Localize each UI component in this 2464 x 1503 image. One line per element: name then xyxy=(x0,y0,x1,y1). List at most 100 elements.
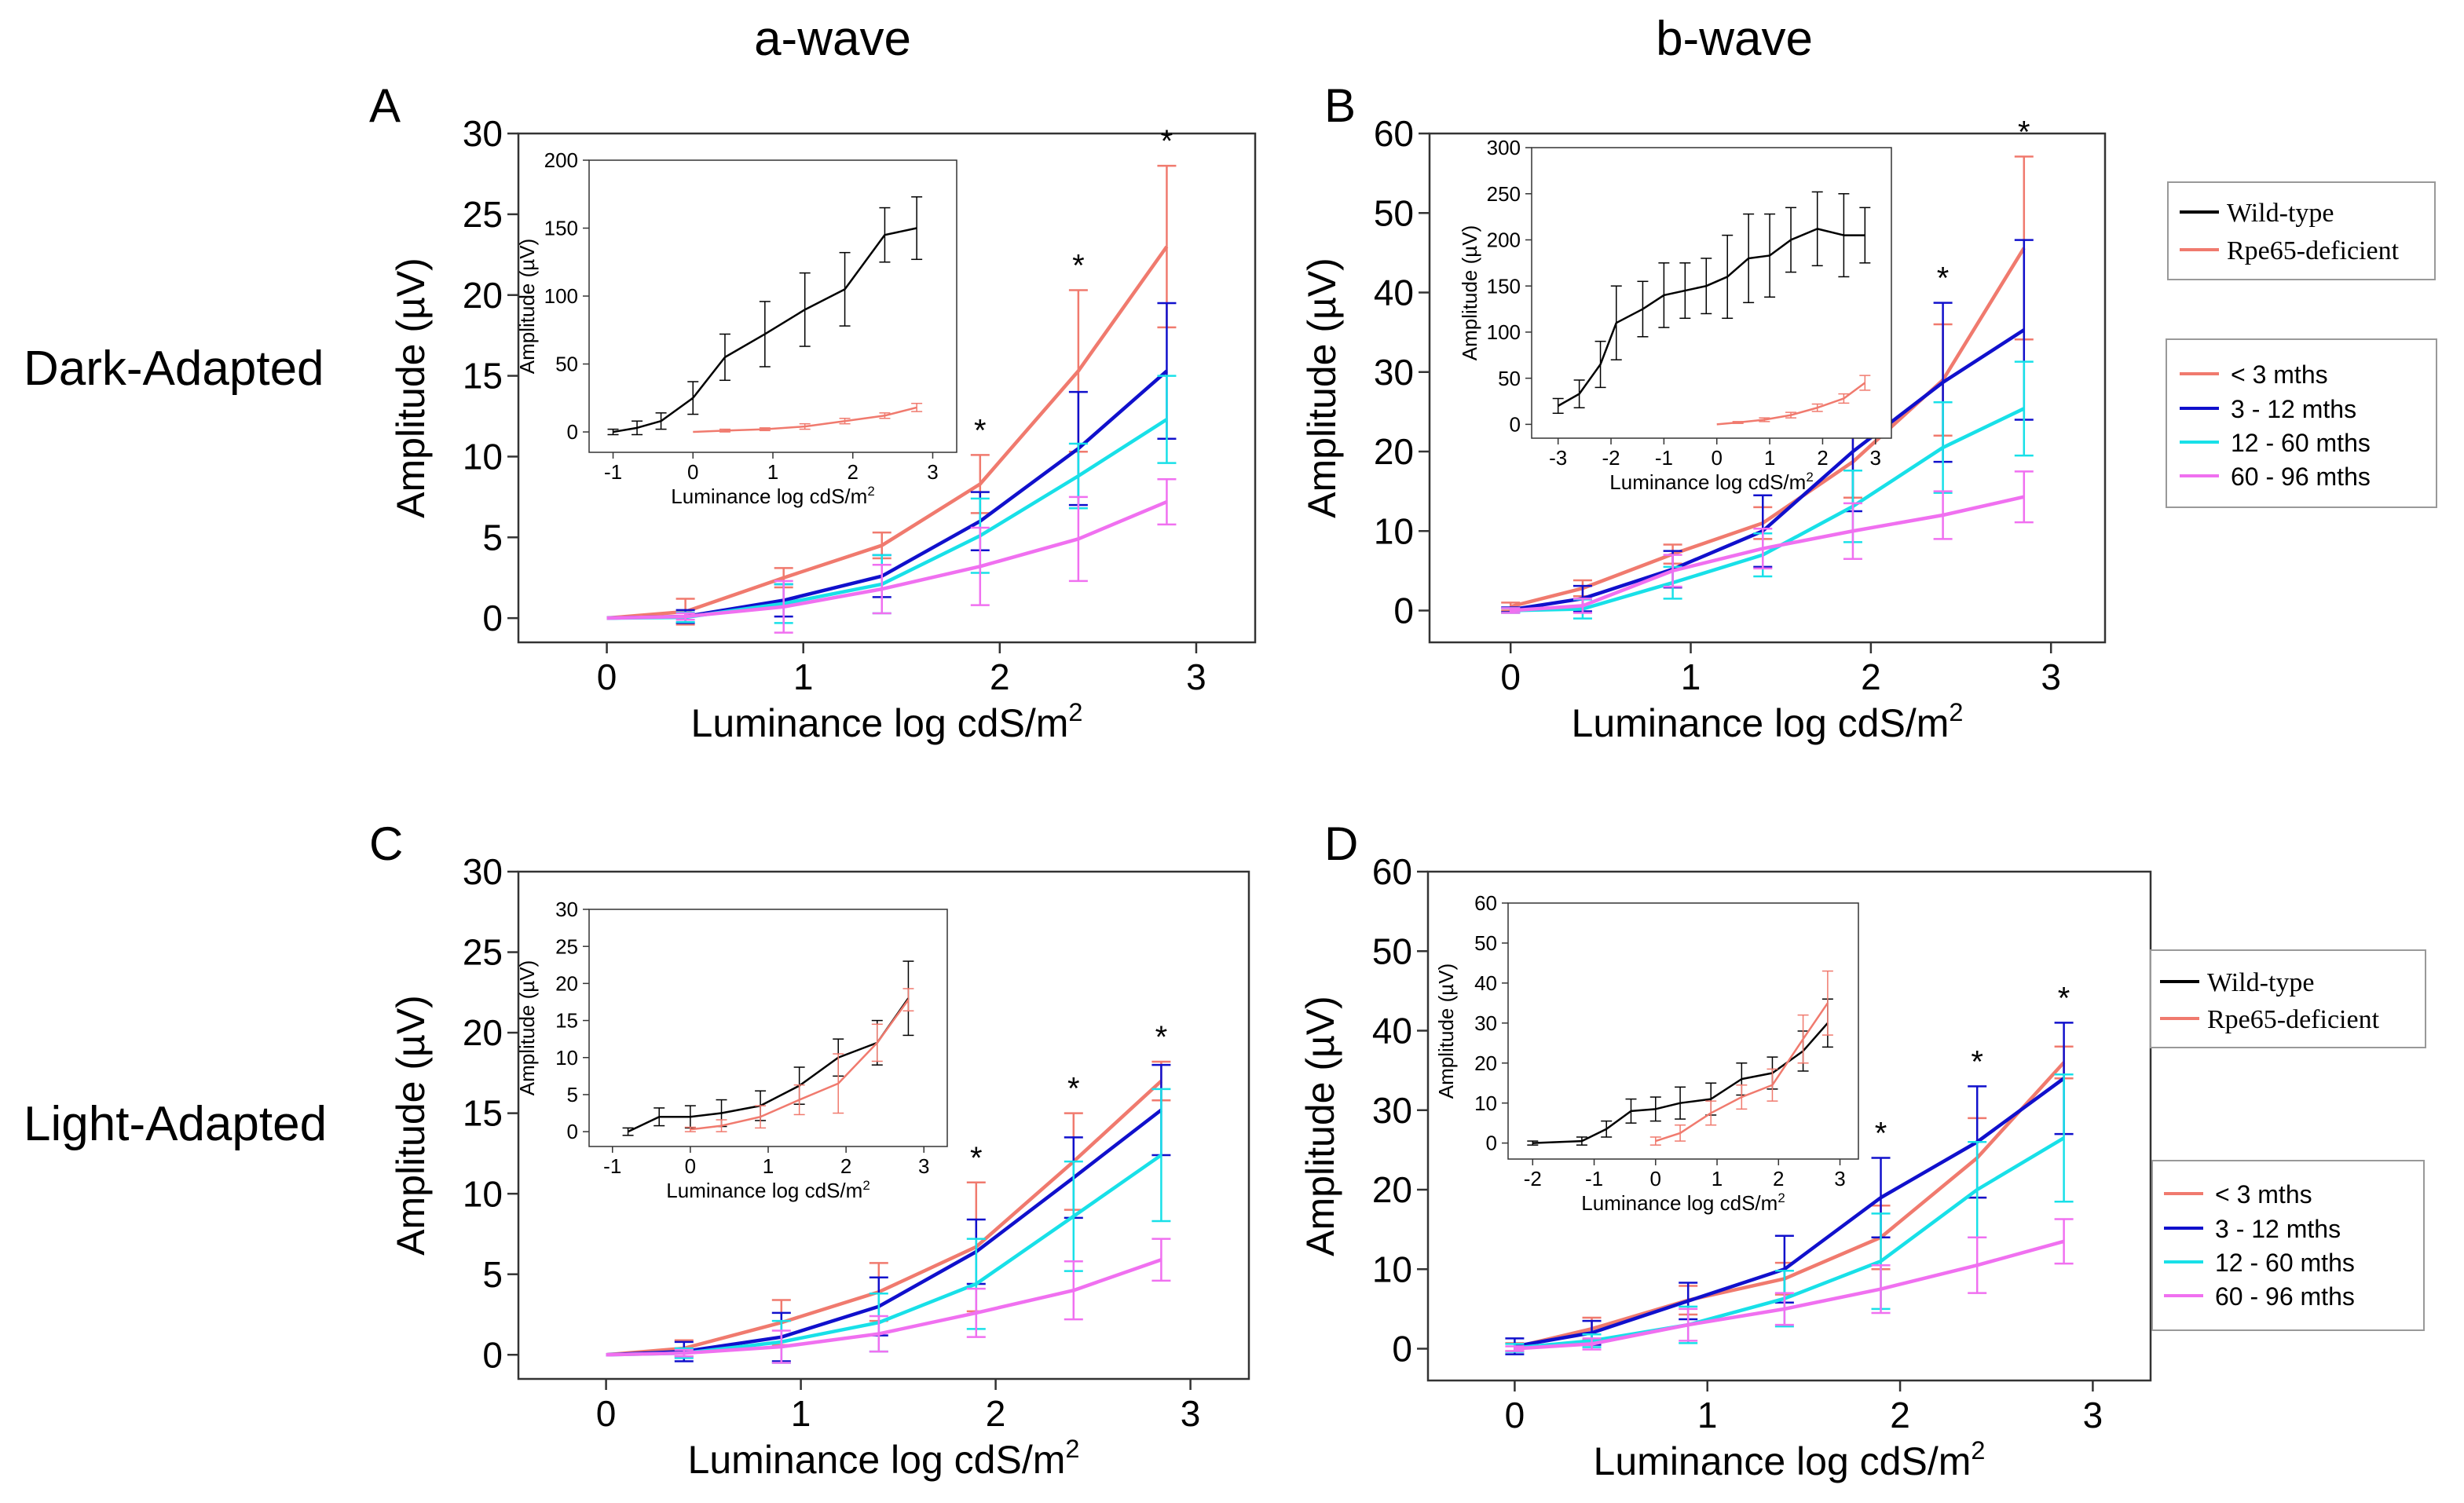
inset-y-tick-label: 250 xyxy=(1487,182,1521,206)
significance-star: * xyxy=(2018,115,2030,149)
significance-star: * xyxy=(1875,1117,1887,1151)
row-title-light-adapted: Light-Adapted xyxy=(24,1097,327,1151)
x-tick-label: 0 xyxy=(1500,656,1521,697)
significance-star: * xyxy=(1971,1044,1983,1079)
x-axis-label: Luminance log cdS/m2 xyxy=(1572,698,1964,745)
x-tick-label: 0 xyxy=(596,1393,617,1434)
x-tick-label: 0 xyxy=(597,656,617,697)
y-axis-label: Amplitude (µV) xyxy=(1300,258,1344,518)
genotype-legend-top: Wild-type Rpe65-deficient xyxy=(2167,181,2436,280)
inset-y-axis-label: Amplitude (µV) xyxy=(515,960,539,1095)
inset-x-tick-label: 3 xyxy=(918,1154,929,1178)
y-tick-label: 50 xyxy=(1372,931,1412,971)
inset-y-tick-label: 50 xyxy=(1474,931,1497,955)
x-tick-label: 1 xyxy=(1681,656,1701,697)
x-axis-label: Luminance log cdS/m2 xyxy=(691,698,1083,745)
inset-y-tick-label: 20 xyxy=(1474,1051,1497,1075)
column-title-a-wave: a-wave xyxy=(754,12,911,66)
inset-y-tick-label: 0 xyxy=(567,1120,578,1143)
y-tick-label: 0 xyxy=(482,598,503,638)
y-tick-label: 40 xyxy=(1374,272,1414,313)
y-axis-label: Amplitude (µV) xyxy=(389,258,433,518)
y-tick-label: 60 xyxy=(1372,851,1412,892)
inset-y-tick-label: 200 xyxy=(544,148,578,172)
panel-letter-b: B xyxy=(1324,79,1356,132)
x-tick-label: 2 xyxy=(990,656,1010,697)
inset-x-tick-label: 2 xyxy=(1817,446,1828,470)
y-tick-label: 60 xyxy=(1374,113,1414,154)
inset-y-tick-label: 50 xyxy=(555,353,578,376)
x-axis-label: Luminance log cdS/m2 xyxy=(1594,1436,1986,1483)
y-tick-label: 5 xyxy=(482,517,503,558)
x-tick-label: 0 xyxy=(1505,1395,1525,1435)
inset-y-tick-label: 0 xyxy=(1486,1132,1497,1155)
inset-y-tick-label: 30 xyxy=(1474,1011,1497,1035)
panel-letter-a: A xyxy=(369,79,401,132)
inset-y-tick-label: 20 xyxy=(555,971,578,995)
inset-x-axis-label: Luminance log cdS/m2 xyxy=(671,484,874,508)
x-tick-label: 3 xyxy=(1181,1393,1201,1434)
x-tick-label: 2 xyxy=(986,1393,1006,1434)
y-tick-label: 30 xyxy=(463,113,503,154)
y-tick-label: 0 xyxy=(482,1334,503,1375)
inset-y-tick-label: 30 xyxy=(555,898,578,921)
inset-x-axis-label: Luminance log cdS/m2 xyxy=(1581,1190,1785,1215)
y-tick-label: 5 xyxy=(482,1254,503,1295)
y-tick-label: 20 xyxy=(463,1012,503,1053)
significance-star: * xyxy=(974,413,987,448)
y-tick-label: 0 xyxy=(1393,591,1414,631)
inset-y-axis-label: Amplitude (µV) xyxy=(1434,964,1458,1099)
y-tick-label: 10 xyxy=(1372,1249,1412,1289)
x-axis-label: Luminance log cdS/m2 xyxy=(688,1435,1080,1482)
legend-label-wild-type: Wild-type xyxy=(2227,199,2334,228)
y-tick-label: 10 xyxy=(463,437,503,477)
significance-star: * xyxy=(1161,124,1173,159)
legend-label-age-4: 60 - 96 mths xyxy=(2231,463,2371,491)
inset-y-tick-label: 40 xyxy=(1474,971,1497,995)
legend-label-age-2: 3 - 12 mths xyxy=(2231,395,2356,423)
y-tick-label: 15 xyxy=(463,356,503,397)
significance-star: * xyxy=(2058,981,2070,1015)
legend-label-age-2b: 3 - 12 mths xyxy=(2215,1215,2341,1243)
inset-plot-frame xyxy=(1531,147,1892,439)
genotype-legend-bottom: Wild-type Rpe65-deficient xyxy=(2150,949,2426,1048)
inset-y-tick-label: 300 xyxy=(1487,136,1521,159)
legend-label-age-1b: < 3 mths xyxy=(2215,1180,2312,1209)
significance-star: * xyxy=(970,1141,983,1176)
inset-x-axis-label: Luminance log cdS/m2 xyxy=(666,1178,870,1202)
inset-x-tick-label: -3 xyxy=(1549,446,1567,470)
inset-x-tick-label: -2 xyxy=(1602,446,1620,470)
inset-x-tick-label: 2 xyxy=(1773,1167,1784,1190)
y-axis-label: Amplitude (µV) xyxy=(1298,996,1342,1256)
inset-y-tick-label: 25 xyxy=(555,934,578,958)
y-tick-label: 25 xyxy=(463,194,503,235)
inset-x-tick-label: 1 xyxy=(1712,1167,1723,1190)
inset-y-tick-label: 0 xyxy=(567,420,578,444)
inset-series-line-0 xyxy=(613,227,917,433)
inset-x-tick-label: -1 xyxy=(1585,1167,1603,1190)
column-title-b-wave: b-wave xyxy=(1656,12,1813,66)
y-tick-label: 10 xyxy=(463,1173,503,1214)
age-legend-top: < 3 mths 3 - 12 mths 12 - 60 mths 60 - 9… xyxy=(2166,338,2437,508)
inset-plot-frame xyxy=(588,909,948,1147)
legend-label-rpe65-2: Rpe65-deficient xyxy=(2207,1005,2380,1034)
inset-x-tick-label: 3 xyxy=(1870,446,1881,470)
inset-x-tick-label: -1 xyxy=(1655,446,1673,470)
y-tick-label: 20 xyxy=(1372,1169,1412,1210)
inset-x-tick-label: 1 xyxy=(1764,446,1775,470)
inset-x-tick-label: 0 xyxy=(687,460,698,484)
x-tick-label: 1 xyxy=(793,656,814,697)
inset-y-tick-label: 100 xyxy=(1487,320,1521,344)
inset-x-tick-label: -2 xyxy=(1524,1167,1542,1190)
y-tick-label: 10 xyxy=(1374,510,1414,551)
inset-y-tick-label: 50 xyxy=(1498,367,1521,390)
y-tick-label: 30 xyxy=(1374,352,1414,393)
inset-x-tick-label: 1 xyxy=(763,1154,774,1178)
y-tick-label: 30 xyxy=(463,851,503,892)
inset-x-tick-label: 3 xyxy=(927,460,938,484)
inset-x-tick-label: -1 xyxy=(603,1154,621,1178)
